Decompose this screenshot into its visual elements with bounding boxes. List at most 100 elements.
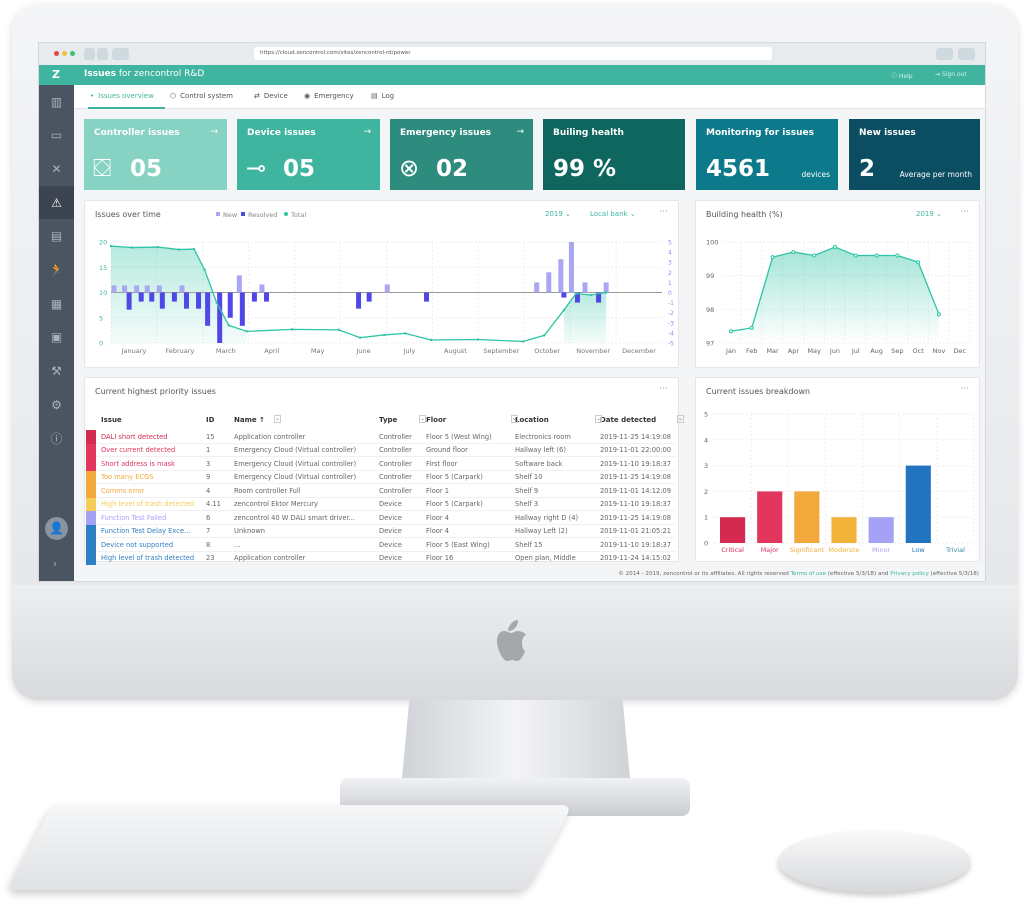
arrow-right-icon[interactable]: →: [363, 127, 371, 137]
resolved-bar: [263, 292, 269, 302]
filter-dropdown-icon[interactable]: ⌄: [274, 415, 282, 423]
back-button[interactable]: [84, 48, 95, 60]
column-header-name[interactable]: Name ↑: [234, 416, 265, 424]
table-row[interactable]: High level of trash detected 4.11 zencontr…: [85, 497, 675, 511]
tab-log[interactable]: ▤ Log: [371, 92, 394, 100]
health-point: [791, 250, 796, 255]
cell-floor: Floor 16: [426, 554, 454, 562]
year-select[interactable]: 2019 ⌄: [545, 210, 571, 218]
panel-title: Building health (%): [706, 210, 783, 219]
sidebar-item-floorplan[interactable]: ▦: [39, 287, 74, 320]
tab-control-system[interactable]: ⬡ Control system: [170, 92, 233, 100]
filter-dropdown-icon[interactable]: ⌄: [677, 415, 685, 423]
y-tick-label: 1: [704, 514, 708, 522]
sidebar-item-warning[interactable]: ⚠: [39, 186, 74, 220]
table-row[interactable]: Comms error 4 Room controller Full Controll…: [85, 484, 675, 498]
card-emergency-issues[interactable]: Emergency issues ⊗ → 02: [390, 119, 533, 190]
forward-button[interactable]: [97, 48, 108, 60]
tab-label: Issues overview: [98, 92, 154, 100]
sidebar-item-info[interactable]: ⓘ: [39, 422, 74, 455]
tabs-button[interactable]: [112, 48, 129, 60]
legend: New Resolved Total: [216, 211, 306, 219]
x-tick-label: February: [165, 347, 194, 355]
sidebar-item-tools[interactable]: ✕: [39, 152, 74, 185]
card-monitoring-for-issues: Monitoring for issues 4561 devices: [696, 119, 838, 190]
help-link[interactable]: ⓘ Help: [891, 71, 913, 80]
column-header-type[interactable]: Type: [379, 416, 398, 424]
column-header-location[interactable]: Location: [515, 416, 549, 424]
card-subtitle: devices: [801, 170, 830, 179]
tab-issues-overview[interactable]: • Issues overview: [88, 92, 165, 109]
avatar[interactable]: 👤: [45, 517, 68, 540]
filter-dropdown-icon[interactable]: ⌄: [511, 415, 519, 423]
cell-type: Device: [379, 554, 402, 562]
column-header-floor[interactable]: Floor: [426, 416, 447, 424]
table-row[interactable]: Too many ECGS 9 Emergency Cloud (Virtual c…: [85, 470, 675, 484]
close-dot[interactable]: [54, 51, 59, 56]
minimize-dot[interactable]: [62, 51, 67, 56]
card-controller-issues[interactable]: Controller issues ⛋ → 05: [84, 119, 227, 190]
sidebar-item-monitor[interactable]: ▭: [39, 119, 74, 152]
total-point: [476, 338, 480, 341]
emergency-icon: ◉: [304, 92, 311, 100]
bar-major: [757, 491, 783, 543]
sidebar-item-clipboard[interactable]: ▣: [39, 321, 74, 354]
sign-out-icon: ⇥: [935, 71, 941, 78]
year-select[interactable]: 2019 ⌄: [916, 210, 942, 218]
sidebar-item-building[interactable]: ▥: [39, 85, 74, 118]
table-row[interactable]: Function Test Delay Exce... 7 Unknown Devic…: [85, 524, 675, 538]
sidebar-item-report[interactable]: ▤: [39, 220, 74, 253]
bank-select[interactable]: Local bank ⌄: [590, 210, 636, 218]
table-row[interactable]: Device not supported 8... Device Floor 5 (E…: [85, 538, 675, 552]
severity-color-strip: [86, 443, 96, 457]
column-header-issue[interactable]: Issue: [101, 416, 122, 424]
more-menu-button[interactable]: ···: [960, 384, 969, 394]
sidebar-item-emergency-run[interactable]: 🏃: [39, 254, 74, 287]
table-row[interactable]: High level of trash detected 23 Applicatio…: [85, 551, 675, 565]
new-tab-button[interactable]: [958, 48, 975, 60]
bar-moderate: [831, 517, 857, 543]
share-button[interactable]: [936, 48, 953, 60]
more-menu-button[interactable]: ···: [659, 384, 668, 394]
column-header-date[interactable]: Date detected: [600, 416, 657, 424]
cell-name: zencontrol 40 W DALI smart driver...: [234, 513, 356, 522]
resolved-bar: [596, 292, 602, 303]
filter-dropdown-icon[interactable]: ⌄: [595, 415, 603, 423]
logo[interactable]: Z: [52, 68, 60, 81]
warning-icon: ⚠: [51, 195, 62, 210]
url-bar[interactable]: https://cloud.zencontrol.com/sites/zenco…: [254, 47, 772, 60]
sidebar-item-gear[interactable]: ⚙: [39, 388, 74, 421]
cell-name: Emergency Cloud (Virtual controller): [234, 446, 357, 454]
more-menu-button[interactable]: ···: [960, 207, 969, 217]
sign-out-link[interactable]: ⇥ Sign out: [935, 71, 967, 78]
expand-sidebar-button[interactable]: ›: [53, 559, 57, 570]
cell-date: 2019-11-10 19:18:37: [600, 500, 672, 508]
table-row[interactable]: Over current detected 1 Emergency Cloud (V…: [85, 443, 675, 457]
privacy-link[interactable]: Privacy policy: [890, 571, 929, 577]
arrow-right-icon[interactable]: →: [210, 127, 218, 137]
maximize-dot[interactable]: [70, 51, 75, 56]
filter-dropdown-icon[interactable]: ⌄: [419, 415, 427, 423]
total-point: [562, 308, 566, 312]
health-point: [770, 255, 775, 260]
table-row[interactable]: DALI short detected 15 Application control…: [85, 430, 675, 444]
column-header-id[interactable]: ID: [206, 416, 215, 424]
resolved-bar: [227, 292, 233, 318]
tab-emergency[interactable]: ◉ Emergency: [304, 92, 354, 100]
total-point: [574, 292, 578, 295]
card-device-issues[interactable]: Device issues ⊸ → 05: [237, 119, 380, 190]
x-tick-label: Mar: [766, 347, 779, 355]
table-row[interactable]: Function Test Failed 6 zencontrol 40 W DAL…: [85, 511, 675, 525]
table-row[interactable]: Short address is mask 3 Emergency Cloud (V…: [85, 457, 675, 471]
arrow-right-icon[interactable]: →: [516, 127, 524, 137]
health-point: [729, 329, 733, 334]
sidebar-item-wrench[interactable]: ⚒: [39, 355, 74, 388]
terms-link[interactable]: Terms of use: [790, 571, 826, 577]
y-right-tick-label: 5: [668, 240, 672, 247]
tab-device[interactable]: ⇄ Device: [254, 92, 288, 100]
y-left-tick-label: 15: [99, 264, 107, 272]
more-menu-button[interactable]: ···: [659, 207, 668, 217]
y-left-tick-label: 20: [99, 239, 107, 247]
legend-label: Total: [290, 211, 306, 219]
help-label: Help: [898, 73, 913, 80]
